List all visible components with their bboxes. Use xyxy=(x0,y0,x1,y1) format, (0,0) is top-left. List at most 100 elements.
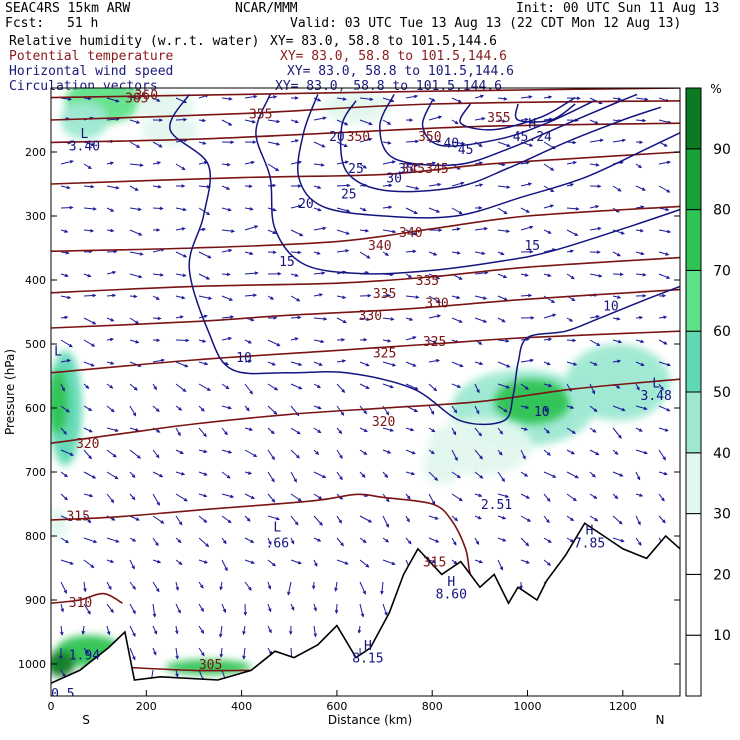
vector-arrow xyxy=(60,185,70,189)
x-tick-label: 0 xyxy=(48,700,55,713)
vector-arrow xyxy=(566,229,578,236)
vector-arrow xyxy=(220,647,223,657)
vector-arrowhead xyxy=(572,140,577,145)
wind-contour-30 xyxy=(379,93,638,167)
vector-arrowhead xyxy=(227,336,233,341)
vector-arrowhead xyxy=(135,517,140,521)
vector-arrow xyxy=(60,295,71,299)
vector-arrowhead xyxy=(435,359,441,363)
vector-arrowhead xyxy=(479,455,483,460)
vector-arrow xyxy=(359,427,368,432)
vector-arrowhead xyxy=(437,182,442,187)
vector-arrowhead xyxy=(178,407,183,411)
vector-arrow xyxy=(129,207,141,211)
vector-arrowhead xyxy=(175,586,179,592)
vector-arrowhead xyxy=(110,609,114,614)
vector-arrowhead xyxy=(481,117,486,121)
vector-arrow xyxy=(175,559,182,565)
vector-arrow xyxy=(106,294,116,297)
x-tick-label: 800 xyxy=(422,700,443,713)
vector-arrowhead xyxy=(618,339,623,344)
vector-arrowhead xyxy=(293,478,297,483)
vector-arrow xyxy=(612,295,621,299)
vector-arrowhead xyxy=(297,560,302,565)
vector-arrowhead xyxy=(114,475,119,480)
vector-arrowhead xyxy=(642,118,647,123)
vector-arrow xyxy=(520,359,533,363)
vector-arrow xyxy=(405,140,419,143)
vector-arrowhead xyxy=(109,385,114,389)
vector-arrow xyxy=(152,603,156,617)
humidity-region-14 xyxy=(51,651,75,677)
vector-arrowhead xyxy=(475,540,480,546)
vector-arrow xyxy=(566,339,576,342)
vector-arrow xyxy=(520,471,528,477)
vector-arrow xyxy=(635,273,646,276)
humidity-region-9 xyxy=(494,379,571,424)
vector-arrowhead xyxy=(478,161,484,165)
wind-label: 25 xyxy=(341,188,357,203)
vector-arrow xyxy=(658,119,671,124)
vector-arrow xyxy=(589,383,595,394)
vector-arrow xyxy=(566,207,579,210)
vector-arrowhead xyxy=(219,653,224,658)
vector-arrowhead xyxy=(155,542,159,547)
vector-arrow xyxy=(428,359,439,363)
vector-arrowhead xyxy=(248,184,253,188)
vector-arrow xyxy=(451,207,463,215)
vector-arrowhead xyxy=(322,474,327,478)
vector-arrowhead xyxy=(321,271,326,275)
vector-arrowhead xyxy=(81,630,86,635)
wind-contour-45 xyxy=(514,103,576,123)
colorbar-segment xyxy=(685,391,702,454)
vector-arrow xyxy=(635,185,646,191)
vector-arrow xyxy=(405,95,418,99)
vector-arrowhead xyxy=(227,519,232,524)
vector-arrowhead xyxy=(317,207,322,212)
vector-arrow xyxy=(382,603,388,616)
vector-arrowhead xyxy=(294,119,299,124)
vector-arrowhead xyxy=(272,562,277,567)
vector-arrow xyxy=(497,229,509,232)
vector-arrowhead xyxy=(276,119,281,124)
vector-arrow xyxy=(359,317,370,321)
vector-arrow xyxy=(83,581,86,592)
vector-arrow xyxy=(451,471,461,479)
vector-arrowhead xyxy=(550,204,555,208)
vector-arrowhead xyxy=(268,541,272,546)
vector-arrow xyxy=(83,647,89,654)
vector-arrowhead xyxy=(409,118,414,122)
vector-arrow xyxy=(335,581,338,591)
vector-arrowhead xyxy=(156,338,161,342)
vector-arrow xyxy=(451,182,464,187)
y-tick-label: 900 xyxy=(25,594,46,607)
vector-arrow xyxy=(175,227,185,231)
terrain-line xyxy=(51,522,680,684)
vector-arrow xyxy=(428,295,441,303)
vector-arrow xyxy=(129,603,136,614)
vector-arrow xyxy=(221,493,234,498)
vector-arrow xyxy=(313,207,321,211)
colorbar-segment xyxy=(685,87,702,150)
vector-arrowhead xyxy=(321,144,326,148)
vector-arrowhead xyxy=(406,518,410,523)
vector-arrowhead xyxy=(639,493,644,497)
vector-arrow xyxy=(290,251,301,254)
vector-arrowhead xyxy=(133,386,138,391)
vector-arrowhead xyxy=(90,228,95,233)
vector-arrowhead xyxy=(181,472,186,476)
wind-label: 10 xyxy=(236,351,252,366)
vector-arrowhead xyxy=(457,384,462,388)
vector-arrowhead xyxy=(87,610,91,615)
vector-arrowhead xyxy=(453,541,457,546)
vector-arrowhead xyxy=(226,475,231,479)
vector-arrowhead xyxy=(227,207,232,212)
vector-arrow xyxy=(497,515,506,520)
vector-arrow xyxy=(382,515,389,528)
vector-arrowhead xyxy=(110,499,115,504)
vector-arrowhead xyxy=(135,340,140,344)
vector-arrow xyxy=(290,493,302,502)
vector-arrowhead xyxy=(387,339,392,343)
vector-arrow xyxy=(152,581,160,592)
vector-arrowhead xyxy=(593,408,598,412)
